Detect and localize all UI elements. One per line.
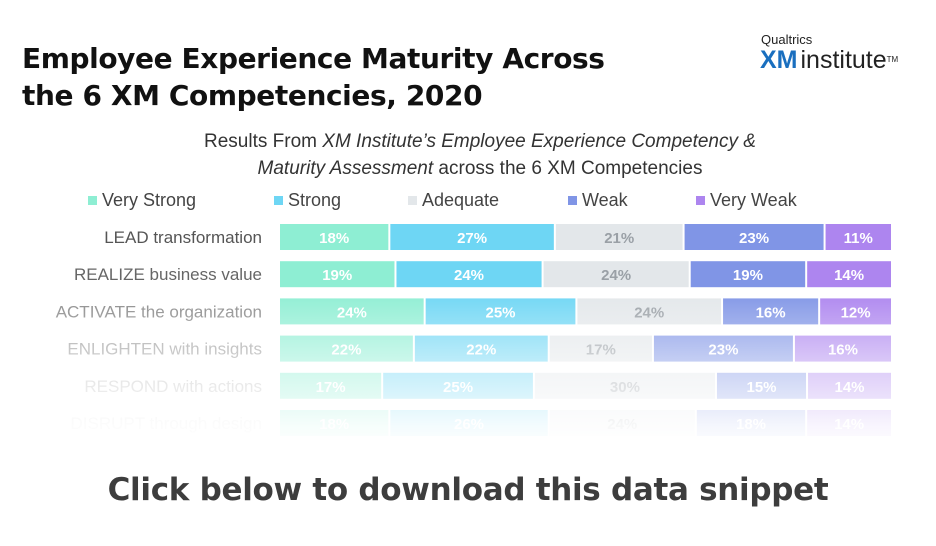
bar-value-label: 19% xyxy=(733,267,763,284)
bar-row: ENLIGHTEN with insights 22% 22% 17% 23% 16% xyxy=(67,335,891,362)
brand-qualtrics: Qualtrics xyxy=(761,32,813,47)
bar-value-label: 25% xyxy=(443,379,473,396)
bar-value-label: 14% xyxy=(834,379,864,396)
bar-value-label: 15% xyxy=(746,379,776,396)
bar-segment-strong xyxy=(396,261,542,288)
legend-label: Strong xyxy=(288,190,342,210)
legend-swatch xyxy=(696,196,705,205)
bar-row: ACTIVATE the organization 24% 25% 24% 16% 12% xyxy=(56,298,891,325)
download-cta[interactable]: Click below to download this data snippe… xyxy=(107,472,829,508)
bar-segment-very-strong xyxy=(280,224,389,250)
bar-value-label: 18% xyxy=(319,230,349,247)
category-label: DISRUPT through design xyxy=(70,414,262,433)
bar-value-label: 18% xyxy=(319,416,349,433)
page-title: Employee Experience Maturity Across the … xyxy=(22,40,662,114)
title-line-2: the 6 XM Competencies, 2020 xyxy=(22,79,483,112)
bar-value-label: 12% xyxy=(841,304,871,321)
brand-xm-institute: XM instituteTM xyxy=(760,47,930,73)
legend-item-very-strong: Very Strong xyxy=(88,190,196,211)
legend-label: Very Strong xyxy=(102,190,197,210)
legend-label: Weak xyxy=(582,190,628,210)
bar-value-label: 24% xyxy=(337,304,367,321)
bar-value-label: 25% xyxy=(486,304,516,321)
category-label: LEAD transformation xyxy=(104,228,262,247)
bar-row: RESPOND with actions 17% 25% 30% 15% 14% xyxy=(84,372,891,399)
bar-value-label: 14% xyxy=(834,416,864,433)
category-label: REALIZE business value xyxy=(74,265,262,284)
legend-item-strong: Strong xyxy=(274,190,341,211)
bar-value-label: 22% xyxy=(331,342,361,359)
bar-value-label: 16% xyxy=(828,342,858,359)
bar-row: REALIZE business value 19% 24% 24% 19% 14% xyxy=(74,261,891,288)
legend-swatch xyxy=(408,196,417,205)
category-label: ENLIGHTEN with insights xyxy=(67,340,262,359)
bar-value-label: 30% xyxy=(610,379,640,396)
legend-item-weak: Weak xyxy=(568,190,628,211)
bar-value-label: 24% xyxy=(634,304,664,321)
bar-value-label: 24% xyxy=(601,267,631,284)
bar-row: LEAD transformation 18% 27% 21% 23% 11% xyxy=(104,224,891,250)
legend-swatch xyxy=(568,196,577,205)
chart-legend: Very Strong Strong Adequate Weak Very Weak xyxy=(88,190,888,214)
bar-value-label: 14% xyxy=(834,267,864,284)
bar-value-label: 27% xyxy=(457,230,487,247)
category-label: RESPOND with actions xyxy=(84,377,262,396)
bar-value-label: 22% xyxy=(466,342,496,359)
bar-value-label: 11% xyxy=(844,230,873,247)
legend-item-adequate: Adequate xyxy=(408,190,499,211)
bar-value-label: 19% xyxy=(322,267,352,284)
bar-segment-strong xyxy=(390,224,554,250)
bar-segment-very-strong xyxy=(280,261,395,288)
subtitle-plain-2: across the 6 XM Competencies xyxy=(433,158,703,179)
legend-swatch xyxy=(274,196,283,205)
bar-value-label: 18% xyxy=(736,416,766,433)
bar-segment-weak xyxy=(690,261,806,288)
bar-value-label: 23% xyxy=(739,230,769,247)
bar-segment-adequate xyxy=(543,261,689,288)
bar-value-label: 17% xyxy=(586,342,616,359)
chart-subtitle: Results From XM Institute’s Employee Exp… xyxy=(120,128,840,182)
bar-segment-weak xyxy=(684,224,824,250)
subtitle-plain: Results From xyxy=(204,131,323,152)
qualtrics-xm-institute-logo: Qualtrics XM instituteTM xyxy=(760,32,930,73)
legend-item-very-weak: Very Weak xyxy=(696,190,797,211)
title-line-1: Employee Experience Maturity Across xyxy=(22,42,605,75)
bar-value-label: 23% xyxy=(708,342,738,359)
brand-trademark: TM xyxy=(886,55,899,64)
category-label: ACTIVATE the organization xyxy=(56,302,262,321)
bar-value-label: 26% xyxy=(454,416,484,433)
bar-value-label: 21% xyxy=(604,230,634,247)
legend-label: Very Weak xyxy=(710,190,797,210)
bar-value-label: 24% xyxy=(607,416,637,433)
legend-label: Adequate xyxy=(422,190,500,210)
subtitle-italic-2: Maturity Assessment xyxy=(257,158,434,179)
bar-value-label: 24% xyxy=(454,267,484,284)
brand-xm: XM xyxy=(760,46,798,74)
bar-row: DISRUPT through design 18% 26% 24% 18% 14% xyxy=(70,410,891,436)
bar-segment-very-weak xyxy=(825,224,891,250)
brand-institute: institute xyxy=(800,46,887,74)
bar-segment-very-weak xyxy=(807,261,891,288)
subtitle-italic-1: XM Institute’s Employee Experience Compe… xyxy=(322,131,756,152)
legend-swatch xyxy=(88,196,97,205)
bar-value-label: 17% xyxy=(316,379,346,396)
bar-value-label: 16% xyxy=(756,304,786,321)
bar-segment-adequate xyxy=(555,224,683,250)
